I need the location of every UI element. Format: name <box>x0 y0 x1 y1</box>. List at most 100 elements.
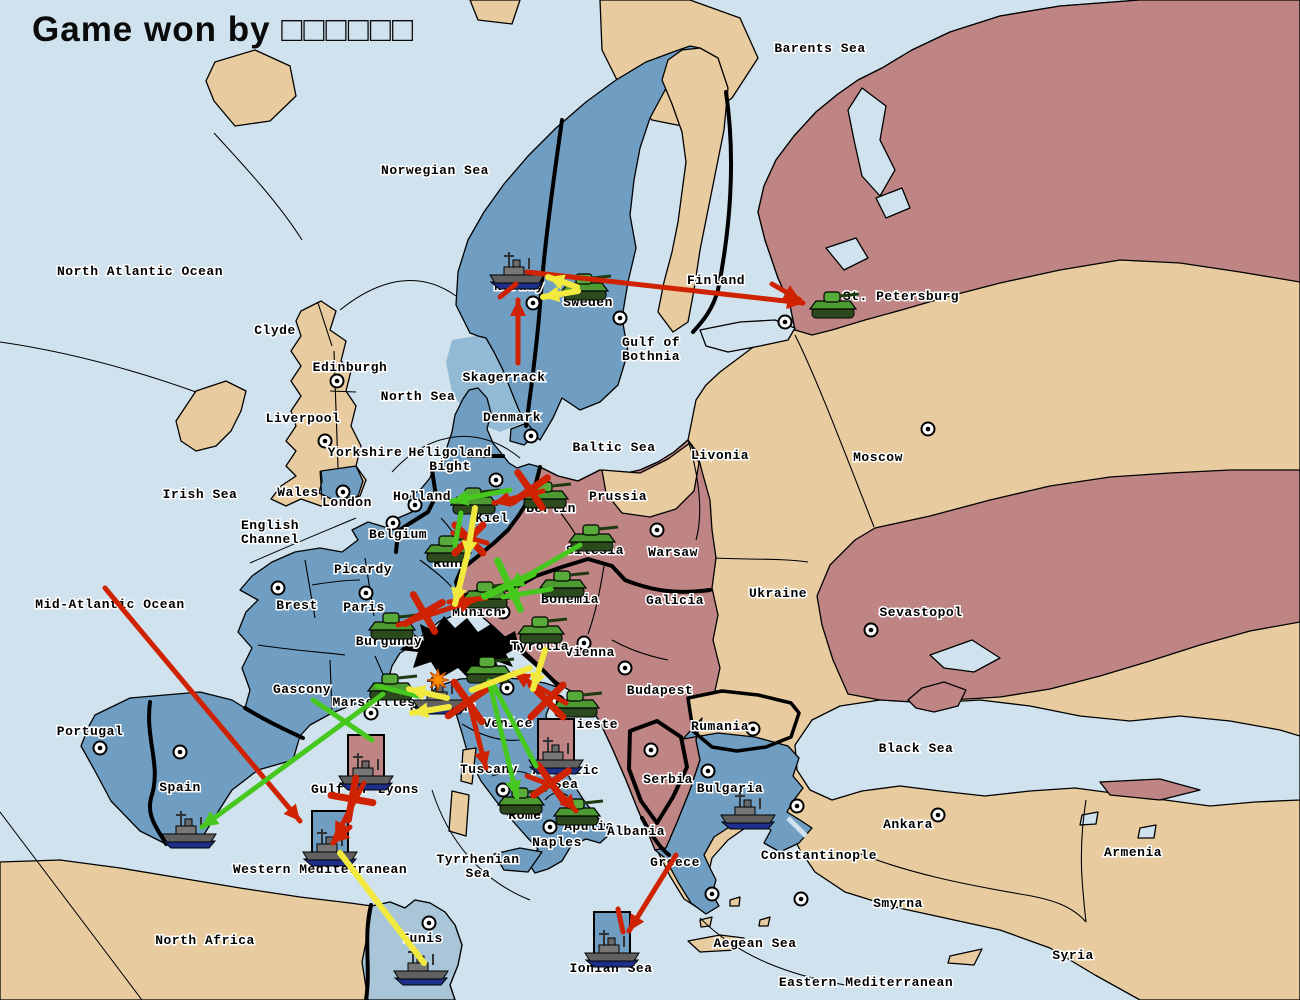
order-arrow-yellow <box>461 505 478 560</box>
fleet-unit-spain-south-coast <box>161 811 217 849</box>
sea-boundary-line <box>0 341 197 393</box>
province-border <box>304 559 316 619</box>
supply-center <box>643 742 659 758</box>
region-prussia <box>601 442 700 518</box>
region-aegean-isle-1 <box>699 916 713 928</box>
label-holland: Holland <box>393 489 451 504</box>
province-border <box>333 350 339 469</box>
supply-center <box>920 421 936 437</box>
label-constantinople: Constantinople <box>761 848 877 863</box>
label-barents-sea: Barents Sea <box>774 41 865 56</box>
sea-boundary-line <box>391 435 521 473</box>
label-denmark: Denmark <box>483 410 541 425</box>
supply-center <box>576 635 592 651</box>
region-ireland <box>175 380 247 452</box>
supply-center <box>270 580 286 596</box>
label-ankara: Ankara <box>883 817 933 832</box>
order-arrow-green <box>486 678 522 800</box>
army-unit-st-petersburg <box>808 291 860 319</box>
sea-boundary-line <box>0 811 143 1000</box>
order-line-green <box>310 697 375 743</box>
order-x-red <box>444 678 492 726</box>
border-tunis-north-africa <box>364 903 373 1000</box>
label-greece: Greece <box>650 855 700 870</box>
supply-center <box>930 807 946 823</box>
page-title: Game won by □□□□□□ <box>32 10 415 49</box>
region-london <box>318 465 364 502</box>
label-clyde: Clyde <box>254 323 296 338</box>
supply-center <box>523 428 539 444</box>
supply-center <box>172 744 188 760</box>
label-norwegian-sea: Norwegian Sea <box>381 163 489 178</box>
sea-boundary-line <box>431 789 531 901</box>
label-moscow: Moscow <box>853 450 903 465</box>
order-arrow-yellow <box>409 702 452 719</box>
region-aegean-isle-3 <box>758 916 771 927</box>
region-cyprus <box>947 948 983 966</box>
label-tuscany: Tuscany <box>460 762 518 777</box>
label-budapest: Budapest <box>627 683 693 698</box>
army-unit-trieste <box>551 690 603 718</box>
label-liverpool: Liverpool <box>266 411 341 426</box>
label-vienna: Vienna <box>565 645 615 660</box>
order-arrow-yellow <box>540 286 581 303</box>
region-armenia-lake-2 <box>1137 824 1157 839</box>
order-arrow-red <box>330 824 353 846</box>
province-border <box>794 334 875 528</box>
order-arrow-red <box>467 703 490 771</box>
sea-boundary-line <box>699 917 846 986</box>
label-western-mediterranean: Western Mediterranean <box>233 862 407 877</box>
province-border <box>317 302 333 347</box>
label-english-channel: English Channel <box>241 518 299 547</box>
label-london: London <box>322 495 372 510</box>
label-sevastopol: Sevastopol <box>879 605 962 620</box>
label-serbia: Serbia <box>643 772 693 787</box>
region-gulf-of-finland-sea <box>699 319 796 353</box>
order-line-green <box>490 681 539 769</box>
label-rumania: Rumania <box>691 719 749 734</box>
label-eastern-mediterranean: Eastern Mediterranean <box>779 975 953 990</box>
supply-center <box>789 798 805 814</box>
region-sea-of-azov <box>929 639 1001 673</box>
label-north-africa: North Africa <box>155 933 255 948</box>
supply-center <box>421 915 437 931</box>
order-arrow-green <box>199 691 386 830</box>
province-border <box>329 659 333 713</box>
border-spain-portugal <box>147 700 168 846</box>
supply-center <box>488 472 504 488</box>
supply-center <box>363 705 379 721</box>
province-border <box>329 390 357 393</box>
label-finland: Finland <box>687 273 745 288</box>
label-portugal: Portugal <box>57 724 123 739</box>
border-austria-russia <box>623 578 712 594</box>
order-arrow-red <box>769 281 803 303</box>
order-arrow-green <box>449 487 513 506</box>
order-x-red <box>509 469 551 511</box>
label-mid-atlantic-ocean: Mid-Atlantic Ocean <box>35 597 184 612</box>
supply-center <box>700 763 716 779</box>
region-sevastopol <box>816 469 1300 704</box>
province-border <box>257 644 346 656</box>
order-star-orange <box>426 668 450 692</box>
label-albania: Albania <box>607 824 665 839</box>
province-border <box>587 565 605 635</box>
label-bulgaria: Bulgaria <box>697 781 763 796</box>
supply-center <box>525 295 541 311</box>
strait <box>786 816 808 838</box>
supply-center <box>358 585 374 601</box>
border-russia-finland <box>691 90 734 334</box>
region-armenia-lake-1 <box>1079 811 1099 826</box>
order-x-green <box>481 557 537 613</box>
supply-center <box>317 433 333 449</box>
supply-center <box>542 819 558 835</box>
sea-boundary-line <box>213 132 303 241</box>
order-line-red <box>615 906 626 935</box>
supply-center <box>793 891 809 907</box>
region-france-block <box>237 387 541 737</box>
label-ukraine: Ukraine <box>749 586 807 601</box>
label-armenia: Armenia <box>1104 845 1162 860</box>
province-border <box>319 470 323 501</box>
border-holland-belgium <box>394 468 438 554</box>
